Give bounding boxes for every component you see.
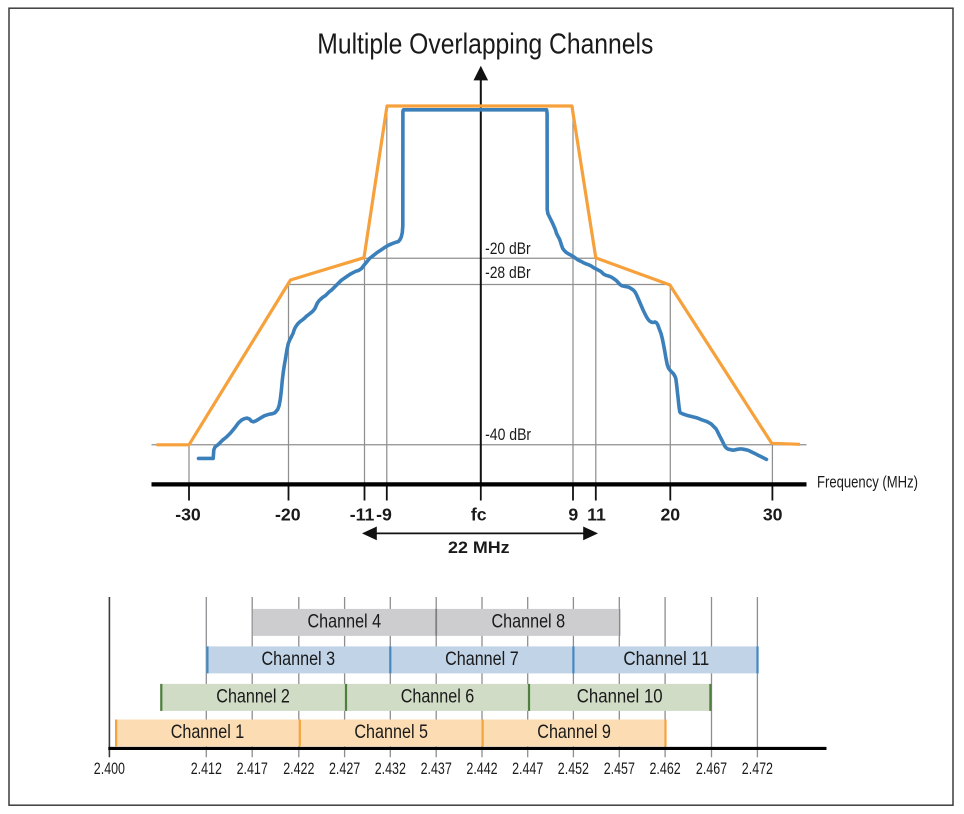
svg-text:Channel 4: Channel 4 xyxy=(308,611,382,633)
svg-text:Frequency (MHz): Frequency (MHz) xyxy=(817,472,918,491)
svg-text:Channel 7: Channel 7 xyxy=(445,648,519,670)
svg-text:2.417: 2.417 xyxy=(237,759,268,778)
svg-text:Channel 2: Channel 2 xyxy=(216,686,290,708)
svg-text:2.412: 2.412 xyxy=(191,759,222,778)
svg-text:11: 11 xyxy=(587,505,606,525)
svg-text:Channel 8: Channel 8 xyxy=(492,611,566,633)
svg-text:-28 dBr: -28 dBr xyxy=(485,263,531,282)
svg-text:2.447: 2.447 xyxy=(512,759,543,778)
svg-text:2.452: 2.452 xyxy=(558,759,589,778)
svg-text:2.427: 2.427 xyxy=(329,759,360,778)
svg-text:-30: -30 xyxy=(175,505,201,525)
svg-text:2.462: 2.462 xyxy=(650,759,681,778)
svg-text:-20: -20 xyxy=(275,505,301,525)
svg-text:2.472: 2.472 xyxy=(742,759,773,778)
svg-text:Channel 6: Channel 6 xyxy=(401,686,475,708)
svg-text:-11: -11 xyxy=(350,505,375,525)
svg-text:2.442: 2.442 xyxy=(466,759,497,778)
svg-text:22 MHz: 22 MHz xyxy=(448,538,510,557)
svg-text:Channel 3: Channel 3 xyxy=(262,648,336,670)
svg-text:Channel 1: Channel 1 xyxy=(171,721,245,743)
svg-text:2.432: 2.432 xyxy=(375,759,406,778)
svg-text:Channel 9: Channel 9 xyxy=(537,721,611,743)
svg-text:Channel 10: Channel 10 xyxy=(577,686,663,708)
svg-text:30: 30 xyxy=(763,505,783,525)
svg-text:2.457: 2.457 xyxy=(604,759,635,778)
svg-text:-20 dBr: -20 dBr xyxy=(485,239,531,258)
svg-text:20: 20 xyxy=(660,505,680,525)
svg-text:2.422: 2.422 xyxy=(283,759,314,778)
svg-text:-9: -9 xyxy=(376,505,392,525)
svg-text:2.400: 2.400 xyxy=(94,759,125,778)
svg-text:-40 dBr: -40 dBr xyxy=(485,425,531,444)
svg-text:fc: fc xyxy=(471,505,487,525)
svg-text:2.437: 2.437 xyxy=(421,759,452,778)
svg-text:Channel 5: Channel 5 xyxy=(354,721,428,743)
svg-text:Multiple Overlapping Channels: Multiple Overlapping Channels xyxy=(317,29,653,61)
svg-text:Channel 11: Channel 11 xyxy=(623,648,709,670)
svg-text:2.467: 2.467 xyxy=(696,759,727,778)
svg-text:9: 9 xyxy=(568,505,578,525)
